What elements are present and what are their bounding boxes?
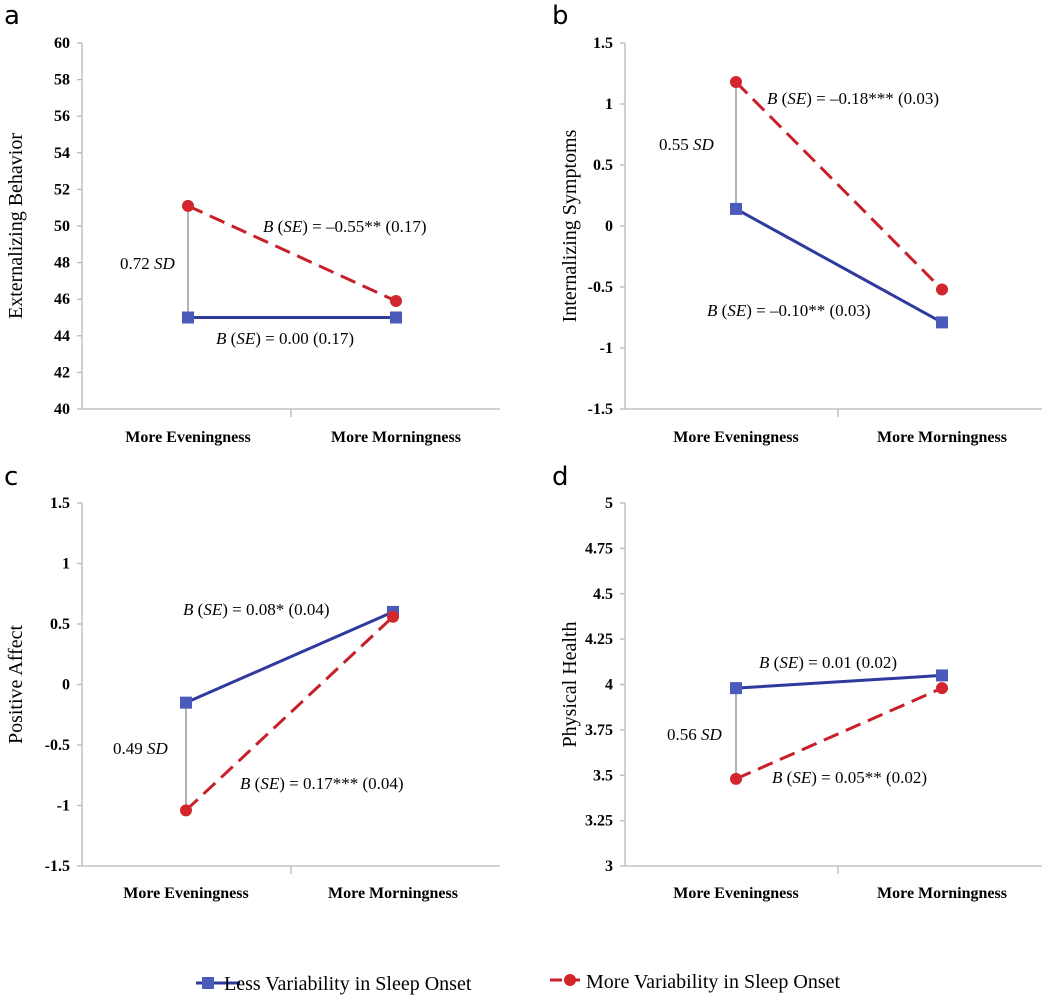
y-tick-label: 4.5	[593, 586, 613, 603]
y-tick-label: 56	[54, 108, 70, 125]
less-variability-line	[735, 673, 943, 690]
more-slope-annotation: B (SE) = –0.55** (0.17)	[263, 217, 427, 236]
x-category-label: More Morningness	[331, 429, 461, 446]
y-axis-label: Physical Health	[559, 621, 581, 747]
more-variability-point	[730, 772, 742, 785]
y-tick-label: 3.5	[593, 767, 613, 784]
less-variability-point	[730, 202, 742, 215]
y-tick-label: -0.5	[588, 279, 613, 296]
less-slope-annotation: B (SE) = 0.08* (0.04)	[183, 600, 330, 619]
y-tick-label: 1	[62, 556, 70, 573]
more-variability-point	[730, 76, 742, 89]
y-tick-label: 58	[54, 72, 70, 89]
more-variability-point	[387, 610, 399, 623]
legend-less-marker	[202, 977, 214, 989]
more-slope-annotation: B (SE) = –0.18*** (0.03)	[767, 89, 939, 108]
more-variability-point	[936, 283, 948, 296]
legend-more-marker	[564, 974, 576, 986]
less-slope-annotation: B (SE) = –0.10** (0.03)	[707, 301, 871, 320]
sd-annotation: 0.56 SD	[667, 725, 723, 744]
panel-letter: d	[552, 462, 569, 492]
panel-a: a 40 42 44 46 48 50 52 54 56 58 60 More Eveningness M…	[4, 1, 500, 446]
more-variability-line	[734, 80, 944, 291]
less-variability-point	[936, 316, 948, 329]
y-tick-label: -1	[57, 798, 70, 815]
y-tick-label: -0.5	[45, 737, 70, 754]
legend: Less Variability in Sleep Onset More Vari…	[196, 971, 840, 995]
y-tick-label: 52	[54, 181, 70, 198]
y-tick-label: 54	[54, 145, 70, 162]
y-tick-label: 3.25	[585, 813, 613, 830]
y-tick-label: 5	[605, 495, 613, 512]
y-tick-label: 42	[54, 364, 70, 381]
more-variability-point	[180, 804, 192, 817]
y-tick-label: 4.75	[585, 540, 613, 557]
y-axis-label: Internalizing Symptoms	[559, 129, 581, 322]
y-tick-label: 1.5	[593, 35, 613, 52]
more-variability-line	[735, 686, 943, 781]
y-tick-label: 4	[605, 677, 613, 694]
y-tick-label: 3.75	[585, 722, 613, 739]
sd-annotation: 0.49 SD	[113, 739, 169, 758]
y-tick-label: 40	[54, 401, 70, 418]
less-slope-annotation: B (SE) = 0.01 (0.02)	[759, 653, 897, 672]
sd-annotation: 0.72 SD	[120, 254, 176, 273]
less-variability-point	[936, 669, 948, 682]
less-variability-point	[730, 682, 742, 695]
y-tick-label: 0	[62, 677, 70, 694]
less-variability-point	[180, 696, 192, 709]
x-category-label: More Eveningness	[125, 429, 250, 446]
y-tick-label: 50	[54, 218, 70, 235]
y-tick-label: 0.5	[593, 157, 613, 174]
less-variability-point	[390, 311, 402, 324]
y-tick-label: 3	[605, 858, 613, 875]
more-slope-annotation: B (SE) = 0.05** (0.02)	[772, 768, 927, 787]
y-axis-label: Externalizing Behavior	[5, 133, 27, 319]
x-category-label: More Morningness	[877, 885, 1007, 902]
less-variability-line	[735, 207, 943, 324]
less-slope-annotation: B (SE) = 0.00 (0.17)	[216, 329, 354, 348]
y-tick-label: -1	[600, 340, 613, 357]
panel-letter: a	[4, 1, 20, 31]
x-category-label: More Morningness	[877, 429, 1007, 446]
less-variability-point	[182, 311, 194, 324]
y-tick-label: 60	[54, 35, 70, 52]
y-axis-label: Positive Affect	[5, 625, 27, 745]
legend-more-label: More Variability in Sleep Onset	[586, 971, 840, 993]
legend-less-label: Less Variability in Sleep Onset	[224, 973, 472, 995]
panel-letter: b	[552, 1, 569, 31]
y-tick-label: 0	[605, 218, 613, 235]
x-category-label: More Eveningness	[673, 885, 798, 902]
y-tick-label: 1	[605, 96, 613, 113]
panel-letter: c	[4, 462, 18, 492]
x-category-label: More Eveningness	[673, 429, 798, 446]
x-category-label: More Morningness	[328, 885, 458, 902]
y-tick-label: -1.5	[45, 858, 70, 875]
more-variability-point	[936, 682, 948, 695]
x-category-label: More Eveningness	[123, 885, 248, 902]
y-tick-label: 46	[54, 291, 70, 308]
y-tick-label: 48	[54, 255, 70, 272]
panel-c: c -1.5 -1 -0.5 0 0.5 1 1.5 More Eveningness More …	[4, 462, 500, 902]
y-tick-label: 0.5	[50, 616, 70, 633]
y-tick-label: 4.25	[585, 631, 613, 648]
panel-d: d 3 3.25 3.5 3.75 4 4.25 4.5 4.75 5 More Eveningne…	[552, 462, 1042, 902]
y-tick-label: -1.5	[588, 401, 613, 418]
more-variability-point	[390, 295, 402, 308]
more-slope-annotation: B (SE) = 0.17*** (0.04)	[240, 774, 404, 793]
panel-b: b -1.5 -1 -0.5 0 0.5 1 1.5 More Eveningness More …	[552, 1, 1042, 446]
more-variability-point	[182, 199, 194, 212]
more-variability-line	[187, 204, 397, 303]
y-tick-label: 1.5	[50, 495, 70, 512]
less-variability-line	[185, 610, 394, 705]
sd-annotation: 0.55 SD	[659, 135, 715, 154]
y-tick-label: 44	[54, 328, 70, 345]
